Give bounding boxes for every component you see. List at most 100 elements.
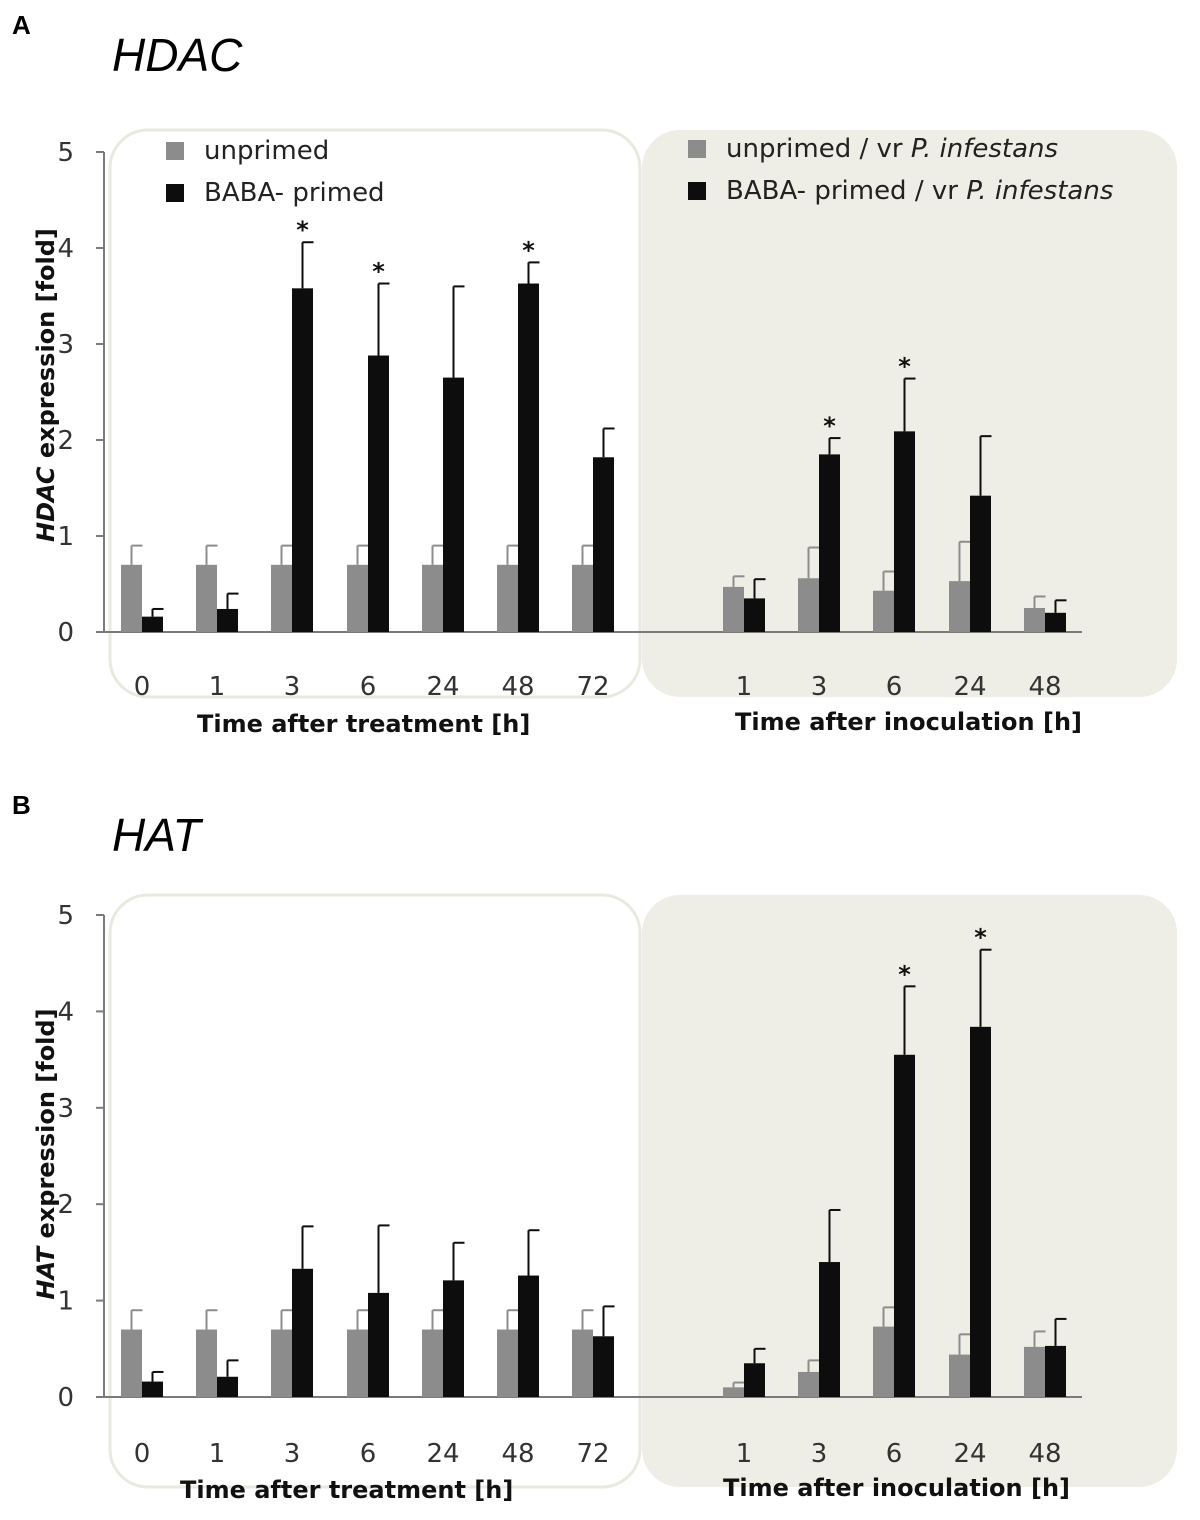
x-tick-label: 48 [501,1439,534,1469]
y-tick-label: 4 [57,997,74,1027]
bar-unprimed [196,564,217,632]
legend-inoculation: unprimed / vr P. infestans BABA- primed … [688,128,1113,212]
bar-unprimed [949,1354,970,1397]
panel-letter: A [12,10,31,40]
legend-item-primed: BABA- primed [166,172,385,214]
panel-letter: B [12,790,31,820]
bar-primed [744,598,765,632]
bar-primed [368,1292,389,1397]
bar-primed [819,454,840,632]
bar-primed [1045,1345,1066,1397]
bar-primed [593,457,614,632]
y-tick-label: 0 [57,1383,74,1413]
x-tick-label: 6 [360,672,377,702]
x-tick-label: 48 [501,672,534,702]
y-tick-label: 4 [57,234,74,264]
bar-primed [894,1054,915,1397]
chart-title: HAT [112,809,201,861]
inoculation-region [642,130,1177,697]
x-tick-label: 48 [1028,672,1061,702]
chart-title: HDAC [112,29,243,81]
bar-primed [217,608,238,632]
x-tick-label: 24 [953,1439,986,1469]
x-tick-label: 6 [886,672,903,702]
bar-unprimed [422,1329,443,1397]
bar-primed [292,288,313,632]
significance-marker: * [522,236,535,264]
bar-unprimed [347,1329,368,1397]
x-tick-label: 3 [284,672,301,702]
x-tick-label: 24 [953,672,986,702]
bar-primed [292,1268,313,1397]
chart-hat: 0 1 2 3 4 5 0 1 3 6 24 48 72 1 3 6 * 24 * 48 [57,893,1177,1489]
bar-unprimed [347,564,368,632]
legend-item-unprimed-inoculated: unprimed / vr P. infestans [688,128,1113,170]
bar-unprimed [497,1329,518,1397]
bar-primed [368,355,389,632]
bar-unprimed [121,1329,142,1397]
x-tick-label: 1 [209,672,226,702]
bar-unprimed [271,1329,292,1397]
bar-unprimed [572,564,593,632]
y-tick-label: 3 [57,330,74,360]
bar-unprimed [873,1326,894,1397]
bar-unprimed [422,564,443,632]
chart-hdac: 0 1 2 3 4 5 0 1 3 * 6 * 24 48 * 72 1 3 * 6 * 24 48 [57,128,1177,702]
x-tick-label: 72 [576,1439,609,1469]
y-tick-label: 1 [57,1287,74,1317]
x-tick-label: 1 [736,672,753,702]
x-tick-label: 1 [736,1439,753,1469]
bar-primed [142,1381,163,1397]
x-tick-label: 6 [886,1439,903,1469]
significance-marker: * [296,216,309,244]
bar-primed [970,1026,991,1397]
legend-swatch-unprimed [688,140,706,158]
bar-unprimed [497,564,518,632]
treatment-region [108,893,642,1489]
bar-primed [142,616,163,632]
bar-unprimed [798,1371,819,1397]
y-axis-label: HDAC expression [fold] [32,228,60,542]
y-tick-label: 5 [57,138,74,168]
y-axis-label: HAT expression [fold] [32,1008,60,1300]
bar-unprimed [723,1387,744,1397]
significance-marker: * [372,258,385,286]
bar-primed [518,283,539,632]
legend-swatch-primed [166,184,184,202]
bar-primed [970,495,991,632]
panel-b: 0 1 2 3 4 5 0 1 3 6 24 48 72 1 3 6 * 24 * 48 B HAT HAT expr… [0,760,1200,1520]
bar-unprimed [949,581,970,632]
x-tick-label: 48 [1028,1439,1061,1469]
x-axis-label-treatment: Time after treatment [h] [197,710,531,738]
significance-marker: * [898,353,911,381]
x-tick-label: 3 [811,1439,828,1469]
legend-item-unprimed: unprimed [166,130,385,172]
bar-primed [593,1336,614,1397]
bar-unprimed [121,564,142,632]
significance-marker: * [974,924,987,952]
x-axis-label-inoculation: Time after inoculation [h] [735,708,1083,736]
y-tick-label: 1 [57,522,74,552]
x-tick-label: 3 [811,672,828,702]
significance-marker: * [823,412,836,440]
bar-primed [443,1280,464,1397]
bar-unprimed [196,1329,217,1397]
significance-marker: * [898,960,911,988]
x-tick-label: 0 [134,672,151,702]
bar-primed [819,1262,840,1397]
legend-swatch-unprimed [166,142,184,160]
bar-unprimed [572,1329,593,1397]
y-tick-label: 2 [57,426,74,456]
legend-item-primed-inoculated: BABA- primed / vr P. infestans [688,170,1113,212]
legend-swatch-primed [688,182,706,200]
x-tick-label: 0 [134,1439,151,1469]
bar-primed [518,1275,539,1397]
bar-unprimed [873,590,894,632]
x-tick-label: 24 [426,672,459,702]
x-tick-label: 3 [284,1439,301,1469]
bar-unprimed [798,578,819,632]
legend-treatment: unprimed BABA- primed [166,130,385,214]
x-tick-label: 1 [209,1439,226,1469]
y-tick-label: 0 [57,618,74,648]
y-tick-label: 3 [57,1094,74,1124]
